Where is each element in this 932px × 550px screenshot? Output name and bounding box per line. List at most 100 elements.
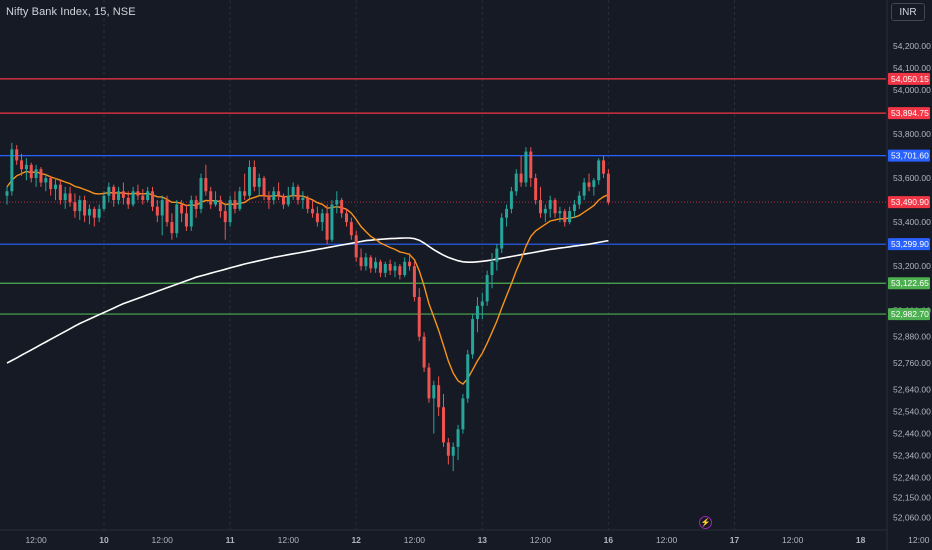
candle[interactable]: [500, 213, 504, 253]
candle[interactable]: [78, 195, 82, 220]
candle[interactable]: [451, 442, 455, 472]
candle[interactable]: [194, 195, 198, 218]
candle[interactable]: [572, 200, 576, 218]
symbol-title[interactable]: Nifty Bank Index, 15, NSE: [6, 6, 136, 18]
candle[interactable]: [151, 186, 154, 212]
candle[interactable]: [509, 186, 513, 214]
candle[interactable]: [73, 193, 77, 218]
candle[interactable]: [10, 142, 14, 196]
candlestick-series[interactable]: [5, 142, 610, 472]
candle[interactable]: [58, 180, 62, 205]
candle[interactable]: [223, 204, 227, 240]
candle[interactable]: [199, 173, 203, 214]
candle[interactable]: [480, 292, 484, 320]
candle[interactable]: [20, 153, 24, 176]
candle[interactable]: [311, 200, 315, 218]
candle[interactable]: [296, 184, 300, 205]
candle[interactable]: [320, 208, 324, 231]
candle[interactable]: [160, 195, 164, 236]
candle[interactable]: [374, 257, 378, 273]
candle[interactable]: [446, 438, 450, 465]
candle[interactable]: [92, 206, 96, 227]
candle[interactable]: [524, 147, 528, 187]
candle[interactable]: [102, 191, 106, 212]
candle[interactable]: [233, 191, 237, 214]
candle[interactable]: [248, 160, 251, 198]
candle[interactable]: [107, 182, 111, 203]
candle[interactable]: [543, 204, 547, 223]
candle[interactable]: [165, 195, 169, 227]
candle[interactable]: [403, 257, 407, 278]
candle[interactable]: [553, 197, 557, 218]
candle[interactable]: [291, 182, 295, 201]
candle[interactable]: [214, 191, 218, 207]
candle[interactable]: [505, 204, 509, 227]
candle[interactable]: [568, 206, 572, 225]
candle[interactable]: [262, 175, 266, 201]
candle[interactable]: [485, 270, 489, 306]
candle[interactable]: [136, 184, 140, 201]
candle[interactable]: [539, 186, 542, 218]
candle[interactable]: [155, 200, 159, 223]
candle[interactable]: [369, 255, 373, 273]
candle[interactable]: [529, 147, 533, 187]
candle[interactable]: [238, 186, 242, 212]
candle[interactable]: [490, 252, 494, 289]
candle[interactable]: [597, 158, 601, 185]
candle[interactable]: [442, 393, 445, 447]
candle[interactable]: [330, 200, 334, 242]
candle[interactable]: [83, 195, 87, 223]
candle[interactable]: [34, 164, 38, 187]
candle[interactable]: [209, 186, 213, 209]
candle[interactable]: [359, 248, 363, 271]
candle[interactable]: [335, 191, 339, 214]
candle[interactable]: [577, 191, 581, 209]
candle[interactable]: [281, 193, 285, 209]
candle[interactable]: [519, 156, 523, 187]
candle[interactable]: [422, 332, 426, 372]
candle[interactable]: [5, 186, 9, 205]
candle[interactable]: [131, 186, 135, 207]
candle[interactable]: [548, 195, 552, 218]
candle[interactable]: [602, 156, 606, 179]
candle[interactable]: [180, 200, 184, 223]
candle[interactable]: [383, 261, 387, 278]
candle[interactable]: [340, 197, 344, 218]
candle[interactable]: [393, 261, 397, 278]
candle[interactable]: [315, 206, 319, 227]
candle[interactable]: [456, 424, 460, 461]
candle[interactable]: [121, 182, 125, 205]
currency-button[interactable]: INR: [891, 3, 925, 21]
candle[interactable]: [398, 263, 402, 280]
candle[interactable]: [117, 186, 121, 205]
candle[interactable]: [412, 261, 416, 302]
candle[interactable]: [437, 376, 441, 417]
candle[interactable]: [475, 297, 479, 333]
candle[interactable]: [514, 169, 518, 196]
candle[interactable]: [354, 230, 358, 262]
candle[interactable]: [534, 173, 538, 205]
candle[interactable]: [364, 252, 368, 271]
candle[interactable]: [558, 206, 562, 223]
horizontal-level-lines[interactable]: [0, 78, 886, 315]
candle[interactable]: [29, 162, 33, 183]
candle[interactable]: [146, 186, 150, 203]
flash-icon[interactable]: ⚡: [699, 516, 712, 529]
candle[interactable]: [408, 252, 412, 271]
candle[interactable]: [243, 173, 247, 201]
candle[interactable]: [170, 213, 174, 240]
candle[interactable]: [325, 204, 329, 245]
candle[interactable]: [587, 173, 591, 192]
candle[interactable]: [218, 195, 222, 218]
candle[interactable]: [257, 173, 261, 196]
candle[interactable]: [49, 175, 53, 196]
candle[interactable]: [272, 186, 276, 205]
candle[interactable]: [189, 195, 193, 231]
candle[interactable]: [495, 244, 499, 271]
candle[interactable]: [63, 186, 67, 209]
candle[interactable]: [112, 184, 116, 207]
candle[interactable]: [141, 189, 145, 205]
candle[interactable]: [68, 186, 72, 207]
candle[interactable]: [345, 208, 348, 227]
